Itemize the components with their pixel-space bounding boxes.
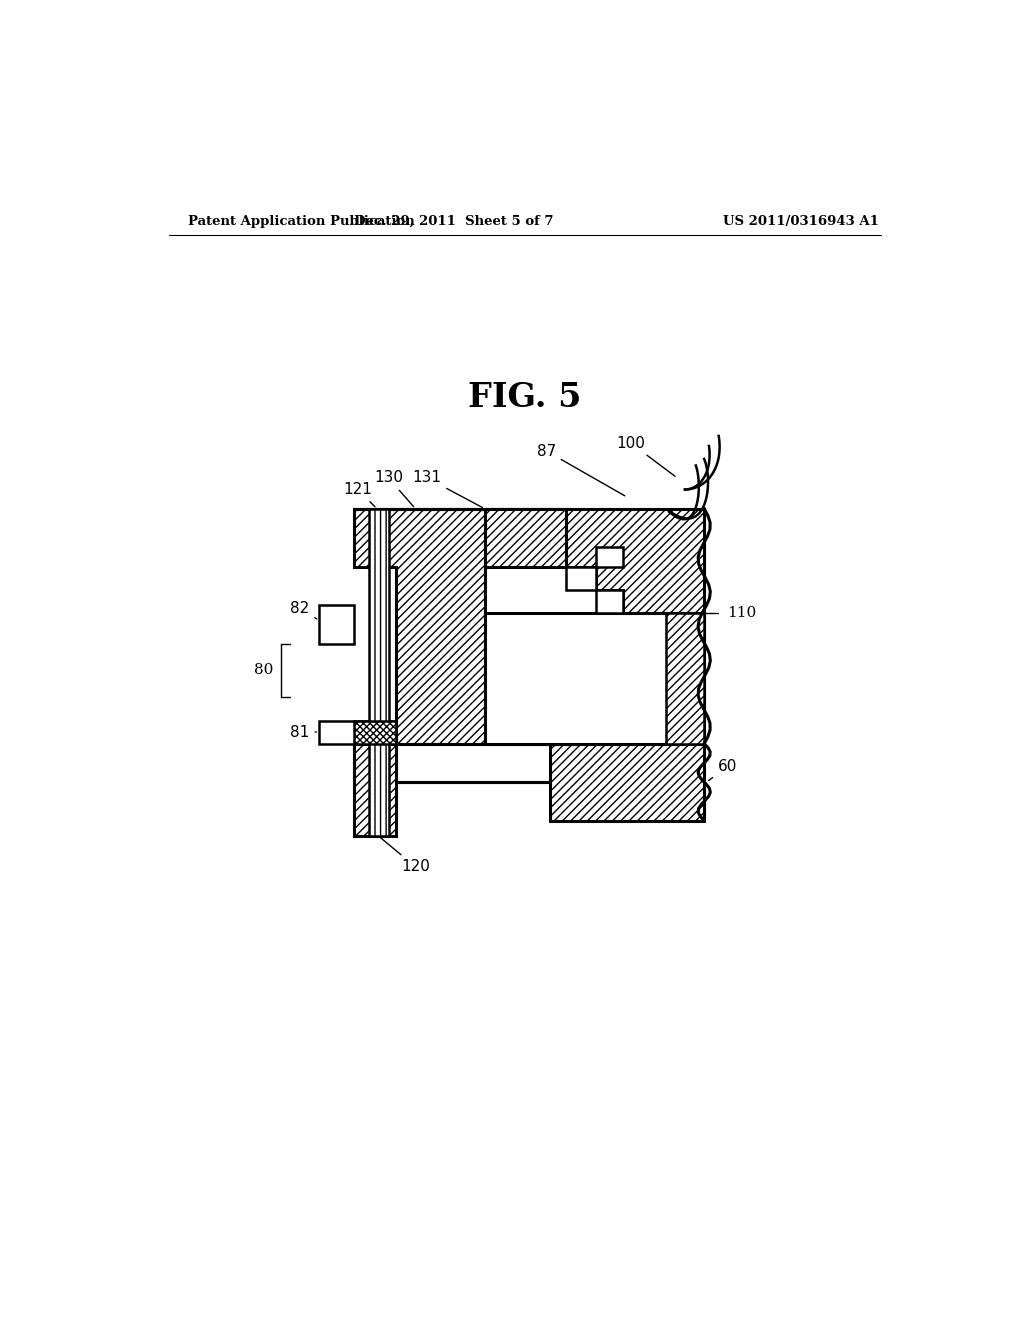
Text: 87: 87	[537, 444, 625, 496]
Polygon shape	[666, 612, 705, 743]
Text: 81: 81	[291, 725, 316, 739]
Polygon shape	[354, 721, 396, 743]
Bar	[319, 605, 354, 644]
Polygon shape	[354, 743, 396, 836]
Text: 80: 80	[254, 664, 273, 677]
Polygon shape	[354, 508, 565, 566]
Text: Dec. 29, 2011  Sheet 5 of 7: Dec. 29, 2011 Sheet 5 of 7	[354, 215, 554, 228]
Bar	[484, 612, 705, 743]
Polygon shape	[484, 508, 705, 612]
Text: 60: 60	[709, 759, 737, 780]
Text: 82: 82	[291, 602, 316, 619]
Bar	[596, 590, 624, 612]
Text: 130: 130	[374, 470, 414, 507]
Text: 110: 110	[727, 606, 757, 619]
Text: Patent Application Publication: Patent Application Publication	[188, 215, 415, 228]
Text: US 2011/0316943 A1: US 2011/0316943 A1	[723, 215, 879, 228]
Bar	[596, 548, 624, 566]
Text: 120: 120	[381, 838, 430, 874]
Text: 121: 121	[343, 482, 375, 507]
Polygon shape	[354, 508, 484, 743]
Bar	[370, 508, 388, 836]
Bar	[565, 566, 596, 590]
Bar	[396, 743, 550, 781]
Polygon shape	[354, 743, 705, 821]
Text: 100: 100	[616, 436, 675, 477]
Text: 131: 131	[413, 470, 482, 507]
Bar	[319, 721, 396, 743]
Text: FIG. 5: FIG. 5	[468, 380, 582, 413]
